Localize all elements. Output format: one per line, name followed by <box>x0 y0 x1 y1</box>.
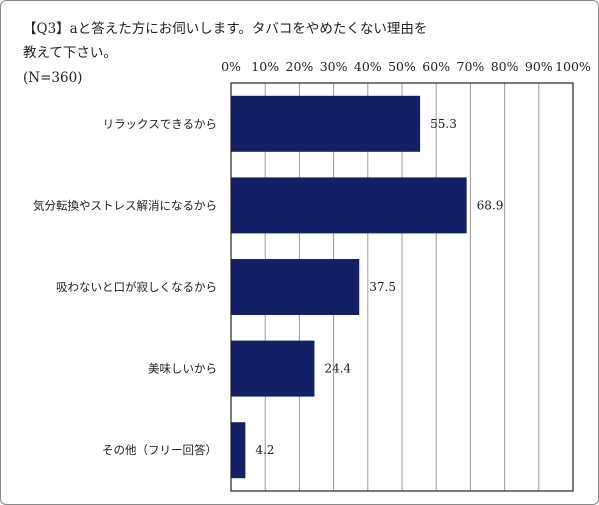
sample-size: (N=360) <box>23 70 83 86</box>
category-label: 吸わないと口が寂しくなるから <box>56 280 217 294</box>
value-label: 55.3 <box>430 117 457 131</box>
bar <box>231 259 360 315</box>
category-label: リラックスできるから <box>103 117 217 131</box>
x-tick-label: 70% <box>457 59 485 74</box>
x-tick-label: 100% <box>555 59 591 74</box>
question-title-line1: 【Q3】aと答えた方にお伺いします。タバコをやめたくない理由を <box>23 21 428 37</box>
x-tick-label: 60% <box>422 59 450 74</box>
x-tick-label: 50% <box>388 59 416 74</box>
x-tick-label: 90% <box>525 59 553 74</box>
bar <box>231 340 315 397</box>
x-tick-label: 30% <box>320 59 348 74</box>
category-label: 気分転換やストレス解消になるから <box>33 198 217 212</box>
x-tick-label: 40% <box>354 59 382 74</box>
bar <box>231 177 467 234</box>
x-tick-label: 10% <box>251 59 279 74</box>
value-label: 37.5 <box>369 280 396 294</box>
x-tick-label: 20% <box>286 59 314 74</box>
value-label: 4.2 <box>255 443 274 457</box>
bar <box>231 422 246 479</box>
plot-border <box>230 82 574 492</box>
x-tick-label: 80% <box>491 59 519 74</box>
value-label: 24.4 <box>324 362 351 376</box>
x-tick-label: 0% <box>221 59 241 74</box>
value-label: 68.9 <box>477 198 504 212</box>
category-label: 美味しいから <box>148 362 217 376</box>
category-label: その他（フリー回答） <box>102 443 217 457</box>
question-title-line2: 教えて下さい。 <box>23 45 117 61</box>
bar <box>231 95 421 152</box>
